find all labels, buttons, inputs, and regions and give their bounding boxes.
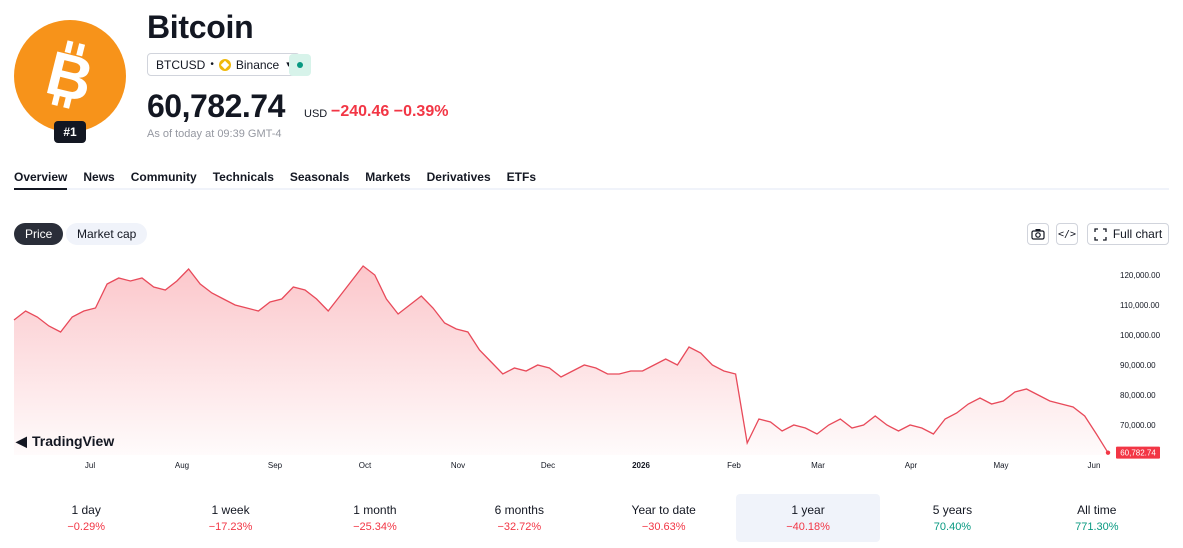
- currency-label: USD: [304, 108, 328, 120]
- x-tick-label: May: [993, 461, 1008, 470]
- full-chart-label: Full chart: [1112, 227, 1163, 241]
- period-change: −25.34%: [353, 521, 397, 533]
- period-5-years[interactable]: 5 years 70.40%: [880, 494, 1024, 542]
- period-label: 1 day: [71, 503, 101, 517]
- period-year-to-date[interactable]: Year to date −30.63%: [592, 494, 736, 542]
- price-chart[interactable]: 120,000.00 110,000.00 100,000.00 90,000.00 8…: [0, 255, 1183, 475]
- period-label: 6 months: [494, 503, 544, 517]
- market-status-indicator[interactable]: [289, 54, 311, 76]
- period-change: −32.72%: [497, 521, 542, 533]
- period-all-time[interactable]: All time 771.30%: [1025, 494, 1169, 542]
- last-price-label: 60,782.74: [1120, 449, 1156, 458]
- price-change: −240.46 −0.39%: [331, 103, 449, 120]
- y-tick-label: 120,000.00: [1120, 271, 1161, 280]
- y-tick-label: 70,000.00: [1120, 421, 1156, 430]
- svg-text:◀: ◀: [15, 433, 27, 449]
- period-1-day[interactable]: 1 day −0.29%: [14, 494, 158, 542]
- tab-technicals[interactable]: Technicals: [212, 170, 274, 184]
- x-tick-label: Dec: [541, 461, 555, 470]
- period-label: 5 years: [932, 503, 973, 517]
- embed-button[interactable]: </>: [1056, 223, 1078, 245]
- chevron-down-icon: ▾: [286, 59, 291, 70]
- snapshot-button[interactable]: [1027, 223, 1049, 245]
- exchange-label: Binance: [235, 57, 280, 72]
- x-tick-label: Jun: [1088, 461, 1101, 470]
- watermark-label: TradingView: [32, 433, 114, 449]
- period-change: −40.18%: [786, 521, 830, 533]
- x-tick-label: Mar: [811, 461, 825, 470]
- y-tick-label: 80,000.00: [1120, 391, 1156, 400]
- y-tick-label: 110,000.00: [1120, 301, 1160, 310]
- last-price-dot: [1105, 450, 1111, 455]
- binance-icon: [218, 58, 231, 71]
- period-1-year[interactable]: 1 year −40.18%: [735, 494, 881, 542]
- fullscreen-icon: [1094, 227, 1107, 241]
- bitcoin-logo: B: [14, 20, 126, 132]
- tab-markets[interactable]: Markets: [365, 170, 411, 184]
- x-tick-label: 2026: [632, 461, 650, 470]
- price-toggle[interactable]: Price: [14, 223, 64, 245]
- current-price: 60,782.74: [147, 88, 285, 124]
- camera-icon: [1031, 229, 1045, 240]
- period-change: −0.29%: [67, 521, 105, 533]
- full-chart-button[interactable]: Full chart: [1087, 223, 1169, 245]
- period-1-month[interactable]: 1 month −25.34%: [303, 494, 447, 542]
- tab-overview[interactable]: Overview: [14, 170, 68, 190]
- period-label: 1 month: [353, 503, 397, 517]
- x-tick-label: Jul: [85, 461, 95, 470]
- period-label: All time: [1077, 503, 1117, 517]
- period-change: 771.30%: [1075, 521, 1119, 533]
- tab-news[interactable]: News: [83, 170, 115, 184]
- section-tabs: Overview News Community Technicals Seaso…: [14, 170, 1169, 190]
- chart-area-fill: [14, 266, 1108, 455]
- separator-dot: •: [210, 59, 214, 70]
- tab-derivatives[interactable]: Derivatives: [426, 170, 491, 184]
- period-label: 1 year: [791, 503, 825, 517]
- period-change: −30.63%: [641, 521, 686, 533]
- x-tick-label: Feb: [727, 461, 741, 470]
- tab-seasonals[interactable]: Seasonals: [289, 170, 350, 184]
- rank-badge: #1: [54, 121, 86, 143]
- chart-price-line: [13, 265, 1109, 454]
- period-label: Year to date: [631, 503, 696, 517]
- x-tick-label: Apr: [905, 461, 918, 470]
- performance-periods: 1 day −0.29% 1 week −17.23% 1 month −25.…: [14, 494, 1169, 542]
- symbol-label: BTCUSD: [156, 57, 206, 72]
- tradingview-watermark[interactable]: ◀ TradingView: [15, 433, 114, 449]
- period-change: 70.40%: [933, 521, 972, 533]
- tab-community[interactable]: Community: [130, 170, 197, 184]
- status-dot-icon: [297, 62, 303, 68]
- period-1-week[interactable]: 1 week −17.23%: [158, 494, 302, 542]
- period-6-months[interactable]: 6 months −32.72%: [447, 494, 591, 542]
- period-change: −17.23%: [208, 521, 253, 533]
- y-tick-label: 100,000.00: [1120, 331, 1161, 340]
- code-icon: </>: [1057, 228, 1077, 240]
- symbol-exchange-select[interactable]: BTCUSD • Binance ▾: [147, 53, 300, 76]
- tab-etfs[interactable]: ETFs: [506, 170, 536, 184]
- market-cap-toggle[interactable]: Market cap: [66, 223, 148, 245]
- x-tick-label: Sep: [268, 461, 283, 470]
- y-tick-label: 90,000.00: [1120, 361, 1156, 370]
- x-tick-label: Nov: [451, 461, 465, 470]
- as-of-timestamp: As of today at 09:39 GMT-4: [147, 128, 282, 140]
- period-label: 1 week: [211, 503, 250, 517]
- x-tick-label: Oct: [359, 461, 372, 470]
- last-price-tag: [1116, 446, 1160, 459]
- x-tick-label: Aug: [175, 461, 189, 470]
- page-title: Bitcoin: [147, 9, 254, 45]
